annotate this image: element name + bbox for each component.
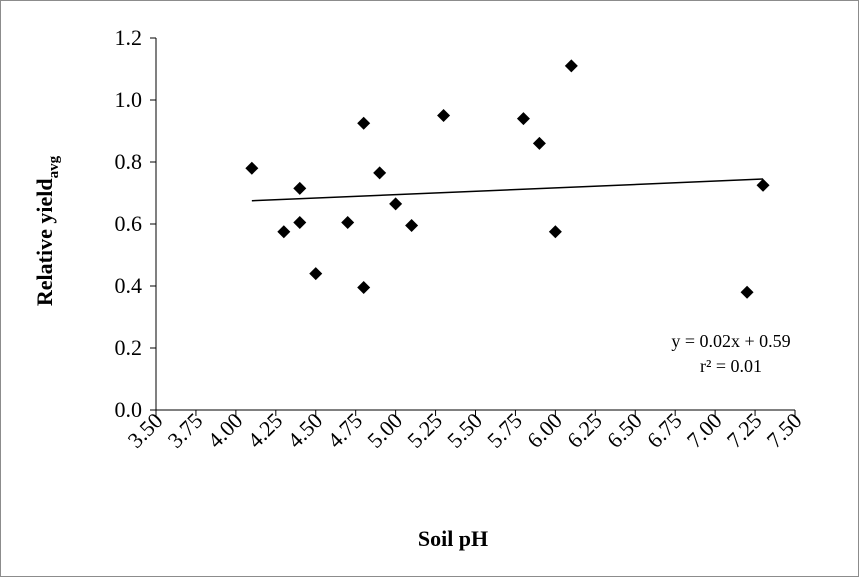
- x-tick-label: 7.50: [762, 408, 807, 453]
- data-point: [341, 215, 355, 229]
- x-tick-label: 4.25: [242, 408, 287, 453]
- x-tick-label: 6.00: [522, 408, 567, 453]
- data-point: [564, 59, 578, 73]
- x-tick-label: 4.00: [203, 408, 248, 453]
- x-axis-title: Soil pH: [418, 526, 488, 551]
- y-axis-title: Relative yieldavg: [32, 155, 62, 306]
- y-tick-label: 0.6: [115, 211, 143, 236]
- axes: [150, 37, 796, 416]
- x-tick-label: 4.75: [322, 408, 367, 453]
- x-tick-label: 5.00: [362, 408, 407, 453]
- x-tick-label: 4.50: [282, 408, 327, 453]
- data-point: [309, 267, 323, 281]
- x-tick-label: 6.50: [602, 408, 647, 453]
- data-point: [373, 166, 387, 180]
- data-point: [389, 197, 403, 211]
- y-tick-label: 0.8: [115, 149, 143, 174]
- y-tick-label: 0.2: [115, 335, 143, 360]
- y-axis-title-main: Relative yield: [32, 178, 57, 306]
- data-points: [245, 59, 770, 299]
- data-point: [740, 285, 754, 299]
- data-point: [245, 161, 259, 175]
- data-point: [548, 225, 562, 239]
- trendline: [251, 178, 764, 202]
- y-tick-labels: 0.0 0.2 0.4 0.6 0.8 1.0 1.2: [115, 25, 143, 422]
- x-tick-label: 7.00: [682, 408, 727, 453]
- x-tick-label: 3.75: [163, 408, 208, 453]
- x-tick-label: 6.25: [562, 408, 607, 453]
- trendline-group: [251, 178, 764, 202]
- x-tick-label: 7.25: [722, 408, 767, 453]
- x-tick-label: 5.50: [442, 408, 487, 453]
- x-tick-label: 6.75: [642, 408, 687, 453]
- y-tick-label: 0.0: [115, 397, 143, 422]
- x-tick-labels: 3.503.754.004.254.504.755.005.255.505.75…: [123, 408, 807, 453]
- data-point: [516, 112, 530, 126]
- data-point: [357, 281, 371, 295]
- y-tick-label: 1.0: [115, 87, 143, 112]
- y-tick-label: 0.4: [115, 273, 143, 298]
- y-tick-label: 1.2: [115, 25, 143, 50]
- data-point: [756, 178, 770, 192]
- r-squared-label: r² = 0.01: [700, 356, 762, 376]
- y-axis-title-subscript: avg: [46, 155, 62, 178]
- data-point: [437, 109, 451, 122]
- x-tick-label: 5.75: [482, 408, 527, 453]
- regression-equation: y = 0.02x + 0.59: [671, 331, 790, 351]
- x-tick-label: 5.25: [402, 408, 447, 453]
- data-point: [532, 136, 546, 150]
- data-point: [405, 219, 419, 233]
- data-point: [293, 215, 307, 229]
- data-point: [277, 225, 291, 239]
- data-point: [293, 181, 307, 195]
- data-point: [357, 116, 371, 130]
